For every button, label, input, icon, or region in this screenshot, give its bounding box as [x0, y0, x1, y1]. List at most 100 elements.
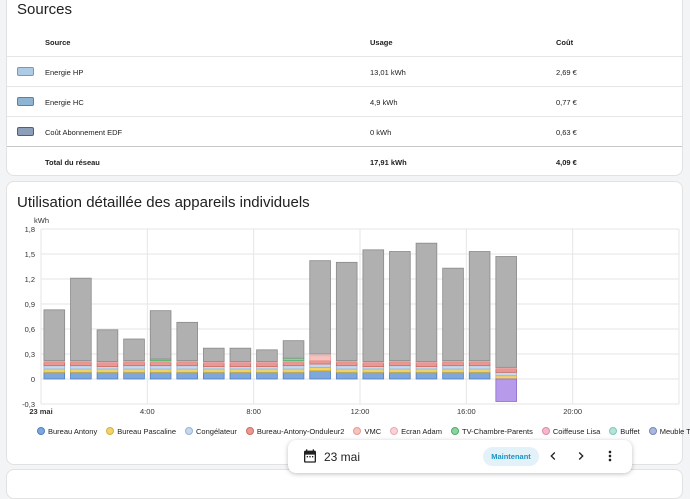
bar-segment	[176, 361, 198, 367]
source-name: Coût Abonnement EDF	[45, 128, 123, 137]
table-row: Coût Abonnement EDF 0 kWh 0,63 €	[7, 116, 682, 147]
bar-segment	[96, 329, 119, 362]
legend-item[interactable]: Buffet	[609, 427, 640, 436]
legend-color-dot	[353, 427, 362, 435]
table-row: Energie HC 4,9 kWh 0,77 €	[7, 86, 682, 117]
bar-segment	[149, 368, 172, 373]
bar-segment	[176, 321, 198, 362]
bar-segment	[468, 361, 491, 367]
bar-segment	[442, 368, 464, 373]
bar-segment	[335, 261, 358, 362]
total-usage: 17,91 kWh	[370, 158, 407, 167]
bar-segment	[468, 251, 491, 362]
calendar-icon[interactable]	[302, 448, 318, 464]
chart-legend: Bureau Antony Bureau Pascaline Congélateur…	[37, 427, 690, 436]
source-cost: 2,69 €	[556, 68, 577, 77]
bar-segment	[203, 347, 225, 362]
bar-segment	[96, 362, 119, 367]
bar-segment	[389, 251, 411, 362]
legend-label: Congélateur	[196, 427, 237, 436]
bar-segment	[96, 368, 119, 373]
header-usage[interactable]: Usage	[370, 38, 393, 47]
bar-segment	[495, 378, 517, 402]
bar-segment	[70, 365, 92, 370]
sources-title: Sources	[17, 1, 73, 18]
bar-segment	[495, 368, 517, 373]
selected-date[interactable]: 23 mai	[324, 450, 361, 464]
bar-segment	[415, 368, 438, 373]
bar-segment	[309, 355, 331, 362]
bar-segment	[282, 361, 305, 367]
y-tick-label: 0,3	[25, 350, 35, 359]
bar-segment	[442, 267, 464, 362]
legend-item[interactable]: TV-Chambre-Parents	[450, 427, 533, 436]
bar-segment	[389, 361, 411, 367]
legend-item[interactable]: Congélateur	[185, 427, 237, 436]
source-color-swatch	[17, 127, 34, 136]
bar-segment	[149, 310, 172, 360]
source-name: Energie HC	[45, 98, 84, 107]
bar-segment	[468, 365, 491, 370]
legend-item[interactable]: Meuble TV	[648, 427, 690, 436]
bar-segment	[362, 371, 385, 380]
legend-item[interactable]: Bureau Antony	[37, 427, 97, 436]
next-card	[6, 469, 683, 499]
bar-segment	[123, 371, 145, 380]
chevron-left-icon[interactable]	[545, 448, 561, 464]
bar-segment	[389, 368, 411, 373]
y-tick-label: 0,9	[25, 300, 35, 309]
bar-segment	[123, 365, 145, 370]
bar-segment	[256, 371, 278, 380]
x-tick-label: 8:00	[246, 407, 261, 416]
now-button[interactable]: Maintenant	[483, 447, 539, 466]
bar-segment	[309, 260, 331, 355]
bar-segment	[229, 362, 252, 367]
bar-segment	[282, 340, 305, 359]
bar-segment	[43, 365, 66, 370]
bar-segment	[70, 361, 92, 367]
legend-item[interactable]: Coiffeuse Lisa	[541, 427, 601, 436]
y-axis-label: kWh	[34, 216, 49, 225]
legend-label: Bureau Antony	[48, 427, 98, 436]
legend-color-dot	[185, 427, 194, 435]
bar-segment	[96, 371, 119, 380]
header-cost[interactable]: Coût	[556, 38, 574, 47]
bar-segment	[282, 368, 305, 373]
bar-segment	[43, 309, 66, 362]
bar-segment	[282, 365, 305, 370]
bar-segment	[149, 361, 172, 367]
bar-segment	[123, 338, 145, 362]
bar-segment	[176, 365, 198, 370]
bar-segment	[123, 361, 145, 367]
total-row: Total du réseau 17,91 kWh 4,09 €	[7, 146, 682, 177]
legend-color-dot	[106, 427, 115, 435]
bar-segment	[43, 368, 66, 373]
bar-segment	[442, 361, 464, 367]
bar-segment	[176, 368, 198, 373]
legend-color-dot	[609, 427, 618, 435]
legend-color-dot	[648, 427, 657, 435]
header-source[interactable]: Source	[45, 38, 71, 47]
bar-segment	[442, 365, 464, 370]
source-cost: 0,63 €	[556, 128, 577, 137]
bar-segment	[389, 365, 411, 370]
legend-label: Bureau-Antony-Onduleur2	[256, 427, 345, 436]
bar-segment	[362, 249, 385, 362]
bar-segment	[495, 371, 517, 377]
bar-segment	[256, 349, 278, 362]
legend-item[interactable]: Bureau-Antony-Onduleur2	[245, 427, 345, 436]
legend-item[interactable]: Ecran Adam	[390, 427, 442, 436]
detail-card: Utilisation détaillée des appareils indi…	[6, 181, 690, 465]
y-tick-label: 0,6	[25, 325, 35, 334]
chevron-right-icon[interactable]	[573, 448, 589, 464]
more-vertical-icon[interactable]	[602, 448, 618, 464]
bar-segment	[282, 371, 305, 380]
y-tick-label: -0,3	[22, 400, 35, 409]
bar-segment	[43, 371, 66, 380]
legend-item[interactable]: Bureau Pascaline	[106, 427, 176, 436]
legend-label: Coiffeuse Lisa	[552, 427, 601, 436]
bar-segment	[203, 368, 225, 373]
bar-segment	[176, 371, 198, 380]
bar-segment	[442, 371, 464, 380]
legend-item[interactable]: VMC	[353, 427, 381, 436]
